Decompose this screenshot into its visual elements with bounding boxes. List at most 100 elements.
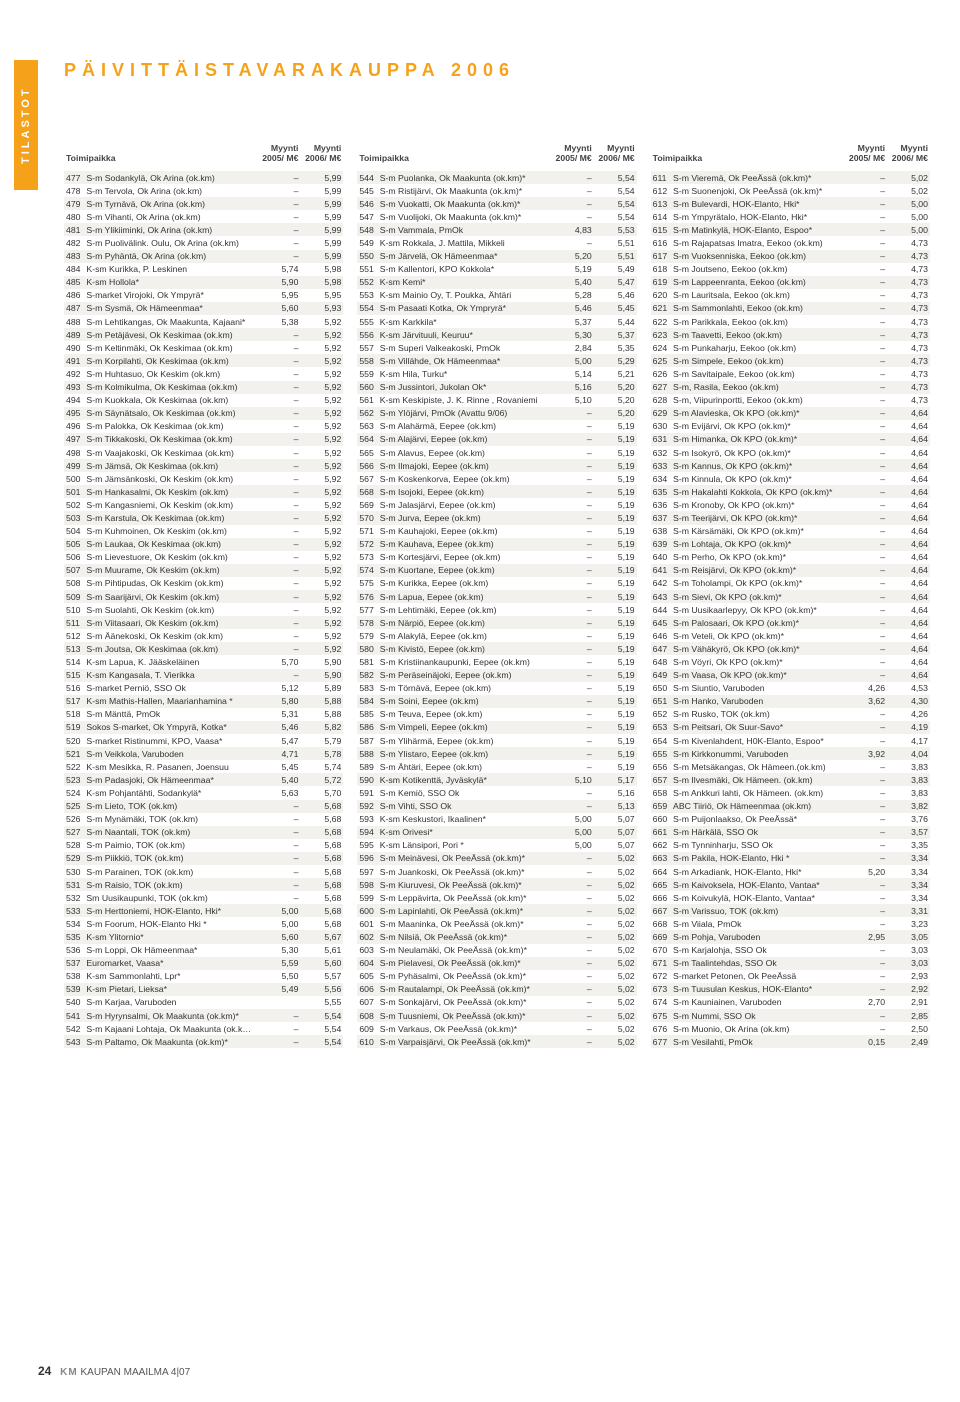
v2: 5,92 bbox=[300, 525, 343, 538]
rank: 609 bbox=[357, 1022, 377, 1035]
v2: 3,03 bbox=[887, 957, 930, 970]
v1: – bbox=[844, 420, 887, 433]
rank: 608 bbox=[357, 1009, 377, 1022]
v1: 0,15 bbox=[844, 1035, 887, 1048]
table-row: 505S-m Laukaa, Ok Keskimaa (ok.km)–5,92 bbox=[64, 538, 343, 551]
v1: – bbox=[551, 655, 594, 668]
v2: 4,73 bbox=[887, 367, 930, 380]
table-row: 546S-m Vuokatti, Ok Maakunta (ok.km)*–5,… bbox=[357, 197, 636, 210]
loc: S-m Karjalohja, SSO Ok bbox=[671, 944, 844, 957]
loc: S-m Sievi, Ok KPO (ok.km)* bbox=[671, 590, 844, 603]
v2: 4,73 bbox=[887, 328, 930, 341]
table-row: 554S-m Pasaati Kotka, Ok Ympryrä*5,465,4… bbox=[357, 302, 636, 315]
loc: S-m Kannus, Ok KPO (ok.km)* bbox=[671, 459, 844, 472]
footer-rest: KAUPAN MAAILMA 4|07 bbox=[80, 1367, 190, 1378]
loc: S-m Vaajakoski, Ok Keskimaa (ok.km) bbox=[84, 446, 257, 459]
loc: S-m Laukaa, Ok Keskimaa (ok.km) bbox=[84, 538, 257, 551]
rank: 649 bbox=[651, 669, 671, 682]
rank: 664 bbox=[651, 865, 671, 878]
table-row: 671S-m Taalintehdas, SSO Ok–3,03 bbox=[651, 957, 930, 970]
v2: 5,02 bbox=[594, 904, 637, 917]
v2: 5,92 bbox=[300, 367, 343, 380]
v1: – bbox=[258, 1009, 301, 1022]
table-row: 565S-m Alavus, Eepee (ok.km)–5,19 bbox=[357, 446, 636, 459]
v2: 4,73 bbox=[887, 315, 930, 328]
loc: S-m Mänttä, PmOk bbox=[84, 708, 257, 721]
v2: 5,37 bbox=[594, 328, 637, 341]
loc: S-m Tikkakoski, Ok Keskimaa (ok.km) bbox=[84, 433, 257, 446]
rank: 519 bbox=[64, 721, 84, 734]
v2: 5,92 bbox=[300, 538, 343, 551]
v1: – bbox=[258, 236, 301, 249]
rank: 571 bbox=[357, 525, 377, 538]
loc: S-m Huhtasuo, Ok Keskim (ok.km) bbox=[84, 367, 257, 380]
rank: 578 bbox=[357, 616, 377, 629]
v1: – bbox=[551, 944, 594, 957]
v2: 5,02 bbox=[594, 930, 637, 943]
v1: – bbox=[844, 944, 887, 957]
table-row: 579S-m Alakylä, Eepee (ok.km)–5,19 bbox=[357, 629, 636, 642]
rank: 518 bbox=[64, 708, 84, 721]
table-row: 598S-m Kiuruvesi, Ok PeeÄssä (ok.km)*–5,… bbox=[357, 878, 636, 891]
v2: 4,64 bbox=[887, 590, 930, 603]
loc: S-m Paimio, TOK (ok.km) bbox=[84, 839, 257, 852]
loc: S-market Ristinummi, KPO, Vaasa* bbox=[84, 734, 257, 747]
v1: 5,59 bbox=[258, 957, 301, 970]
v2: 5,49 bbox=[594, 263, 637, 276]
v1: – bbox=[844, 839, 887, 852]
v1: – bbox=[551, 708, 594, 721]
v2: 3,34 bbox=[887, 891, 930, 904]
v2: 5,88 bbox=[300, 695, 343, 708]
loc: S-m Juankoski, Ok PeeÄssä (ok.km)* bbox=[378, 865, 551, 878]
v1: – bbox=[258, 577, 301, 590]
v2: 3,83 bbox=[887, 786, 930, 799]
v2: 5,20 bbox=[594, 381, 637, 394]
v2: 5,99 bbox=[300, 210, 343, 223]
loc: S-m Tyrnävä, Ok Arina (ok.km) bbox=[84, 197, 257, 210]
table-row: 582S-m Peräseinäjoki, Eepee (ok.km)–5,19 bbox=[357, 669, 636, 682]
v1: – bbox=[844, 852, 887, 865]
loc: K-sm Karkkila* bbox=[378, 315, 551, 328]
rank: 502 bbox=[64, 498, 84, 511]
rank: 601 bbox=[357, 917, 377, 930]
v1: – bbox=[844, 354, 887, 367]
loc: S-m Savitaipale, Eekoo (ok.km) bbox=[671, 367, 844, 380]
v1: – bbox=[551, 747, 594, 760]
v2: 5,68 bbox=[300, 839, 343, 852]
rank: 506 bbox=[64, 551, 84, 564]
v2: 5,47 bbox=[594, 276, 637, 289]
loc: S-m Kauhava, Eepee (ok.km) bbox=[378, 538, 551, 551]
v1: 4,26 bbox=[844, 682, 887, 695]
loc: K-sm Mathis-Hallen, Maarianhamina * bbox=[84, 695, 257, 708]
v2: 2,49 bbox=[887, 1035, 930, 1048]
v1: – bbox=[551, 564, 594, 577]
v1: – bbox=[258, 865, 301, 878]
v1: – bbox=[844, 957, 887, 970]
v1: – bbox=[844, 629, 887, 642]
v2: 5,68 bbox=[300, 813, 343, 826]
table-row: 610S-m Varpaisjärvi, Ok PeeÄssä (ok.km)*… bbox=[357, 1035, 636, 1048]
loc: S-m Reisjärvi, Ok KPO (ok.km)* bbox=[671, 564, 844, 577]
table-row: 478S-m Tervola, Ok Arina (ok.km)–5,99 bbox=[64, 184, 343, 197]
v1: 5,00 bbox=[258, 917, 301, 930]
v2: 5,07 bbox=[594, 826, 637, 839]
rank: 537 bbox=[64, 957, 84, 970]
rank: 573 bbox=[357, 551, 377, 564]
table-row: 653S-m Peitsari, Ok Suur-Savo*–4,19 bbox=[651, 721, 930, 734]
table-row: 541S-m Hyrynsalmi, Ok Maakunta (ok.km)*–… bbox=[64, 1009, 343, 1022]
table-row: 531S-m Raisio, TOK (ok.km)–5,68 bbox=[64, 878, 343, 891]
v2: 4,64 bbox=[887, 433, 930, 446]
loc: S-m Muonio, Ok Arina (ok.km) bbox=[671, 1022, 844, 1035]
table-row: 499S-m Jämsä, Ok Keskimaa (ok.km)–5,92 bbox=[64, 459, 343, 472]
table-row: 536S-m Loppi, Ok Hämeenmaa*5,305,61 bbox=[64, 944, 343, 957]
v1: 5,60 bbox=[258, 302, 301, 315]
rank: 493 bbox=[64, 381, 84, 394]
v2: 5,92 bbox=[300, 407, 343, 420]
v1: 5,49 bbox=[258, 983, 301, 996]
v2: 5,20 bbox=[594, 394, 637, 407]
v2: 5,07 bbox=[594, 839, 637, 852]
loc: S-m Arkadiank, HOK-Elanto, Hki* bbox=[671, 865, 844, 878]
table-row: 506S-m Lievestuore, Ok Keskim (ok.km)–5,… bbox=[64, 551, 343, 564]
v2: 5,19 bbox=[594, 433, 637, 446]
v2: 4,64 bbox=[887, 551, 930, 564]
